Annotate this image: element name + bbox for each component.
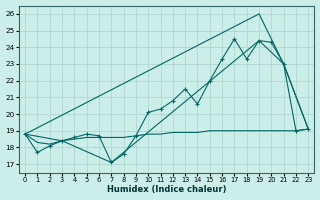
X-axis label: Humidex (Indice chaleur): Humidex (Indice chaleur) bbox=[107, 185, 227, 194]
